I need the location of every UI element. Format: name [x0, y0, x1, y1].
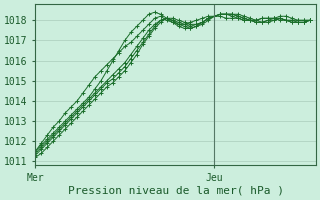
X-axis label: Pression niveau de la mer( hPa ): Pression niveau de la mer( hPa ) [68, 186, 284, 196]
